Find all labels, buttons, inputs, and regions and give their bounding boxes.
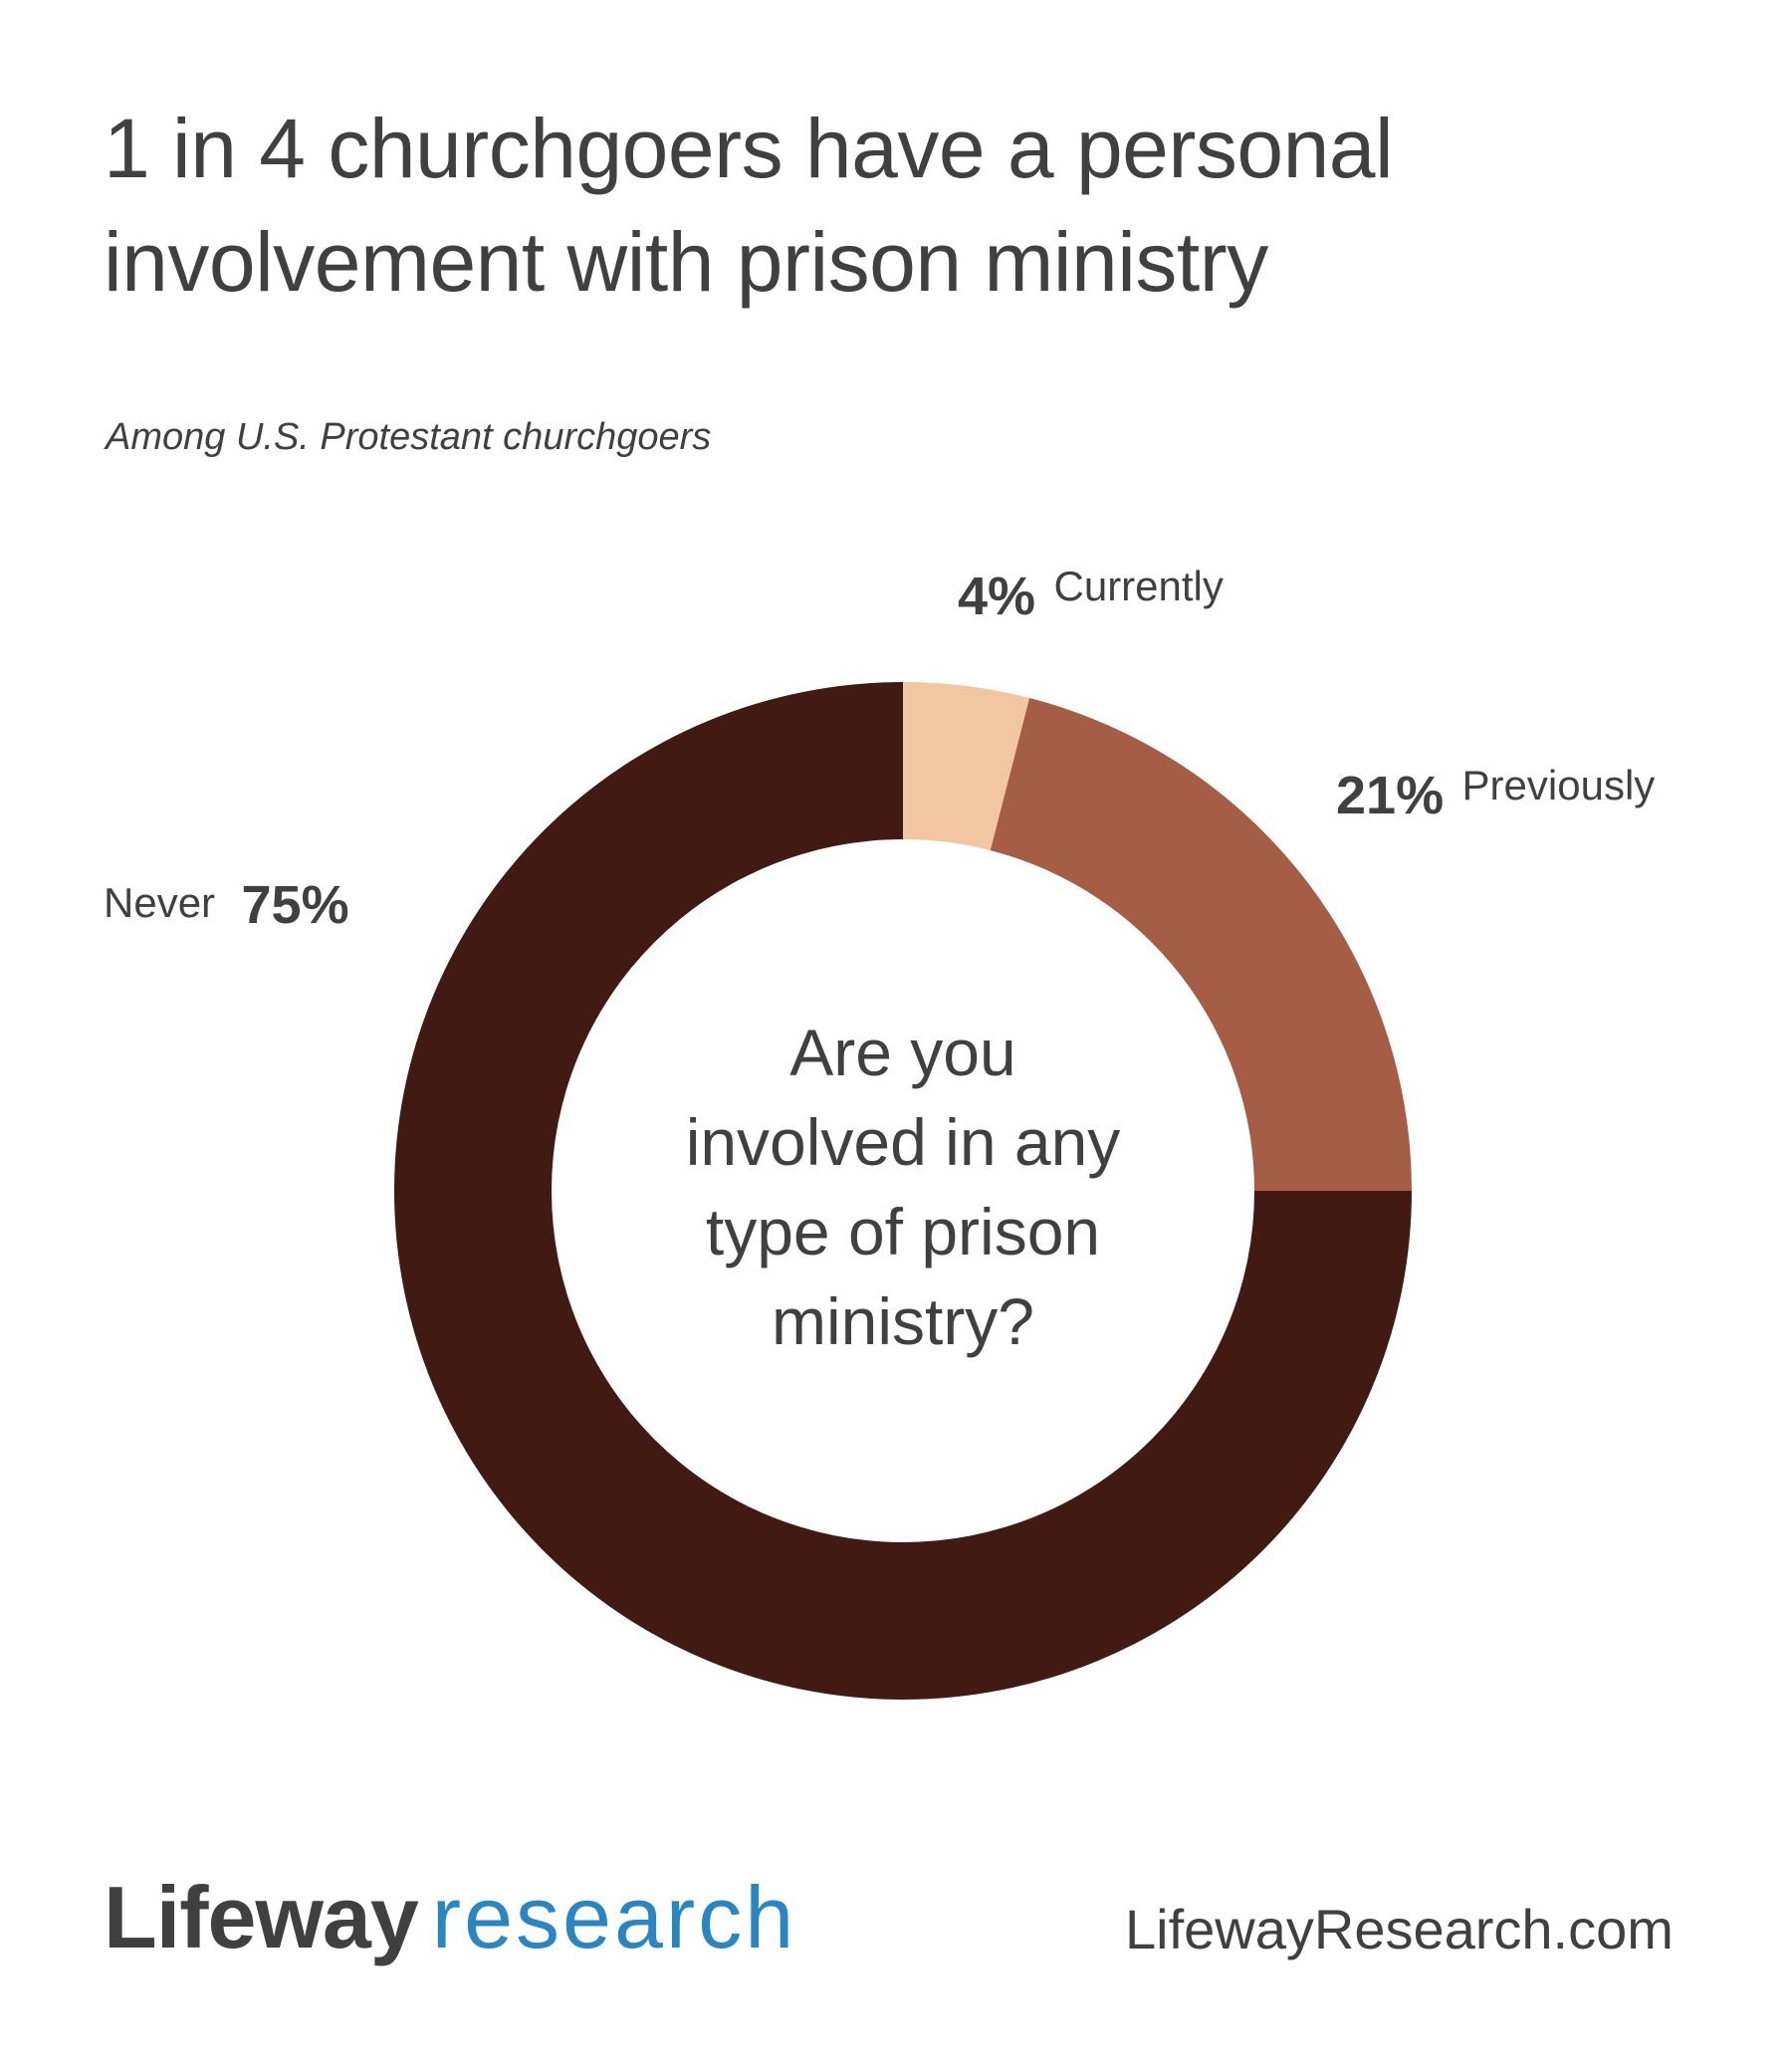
- slice-previously: [990, 698, 1412, 1191]
- label-previously-category: Previously: [1461, 762, 1656, 808]
- label-previously-pct: 21%: [1336, 766, 1445, 825]
- label-currently-pct: 4%: [958, 567, 1036, 626]
- chart-title: 1 in 4 churchgoers have a personal invol…: [104, 102, 1394, 309]
- label-currently: 4% Currently: [958, 563, 1224, 627]
- footer-url: LifewayResearch.com: [1125, 1898, 1674, 1960]
- logo-research: research: [431, 1868, 797, 1966]
- label-previously: 21% Previously: [1336, 762, 1656, 826]
- lifeway-research-logo: Lifeway research: [104, 1867, 796, 1968]
- chart-subtitle: Among U.S. Protestant churchgoers: [106, 416, 712, 458]
- label-currently-category: Currently: [1053, 563, 1224, 609]
- center-question-line: type of prison: [705, 1195, 1101, 1268]
- donut-slices: [394, 682, 1412, 1700]
- label-never: Never 75%: [104, 874, 349, 936]
- logo-lifeway: Lifeway: [104, 1868, 419, 1966]
- slice-never: [394, 682, 1412, 1700]
- center-question-line: involved in any: [685, 1105, 1121, 1179]
- label-never-pct: 75%: [241, 875, 349, 935]
- center-question-line: Are you: [789, 1016, 1016, 1089]
- center-question: Are you involved in any type of prison m…: [604, 1008, 1202, 1366]
- slice-currently: [903, 682, 1030, 851]
- center-question-line: ministry?: [771, 1284, 1035, 1358]
- label-never-category: Never: [104, 879, 216, 926]
